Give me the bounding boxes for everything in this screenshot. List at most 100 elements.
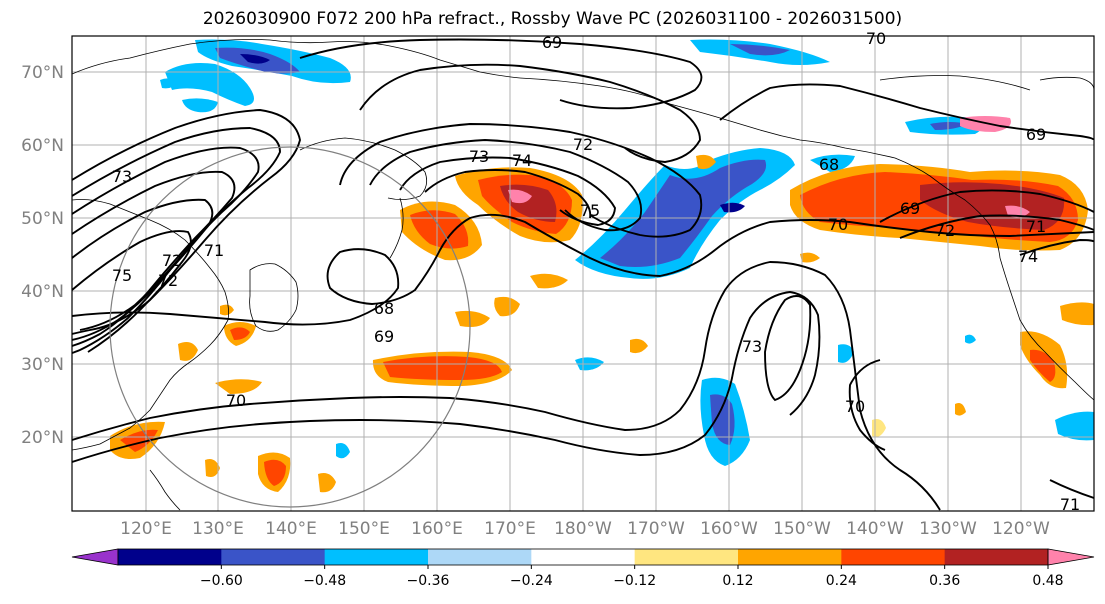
lat-label-60n: 60°N [21,136,64,156]
contour-label: 71 [204,241,224,260]
positive-anomaly-patch [410,210,469,249]
lon-label: 140°W [846,519,904,539]
negative-anomaly-patch [165,63,254,106]
lat-label-50n: 50°N [21,209,64,229]
positive-anomaly-patch [455,310,490,327]
positive-anomaly-patch [1030,349,1056,382]
contour-label: 74 [512,151,532,170]
colorbar-frame [117,548,1049,566]
negative-anomaly-patch [838,344,854,363]
lon-label: 130°W [919,519,977,539]
negative-anomaly-patch [1055,411,1094,441]
lat-label-40n: 40°N [21,282,64,302]
longitude-labels: 120°E 130°E 140°E 150°E 160°E 170°E 180°… [120,519,1050,539]
negative-anomaly-patch [930,122,968,130]
contour-label: 70 [845,397,865,416]
chart-title: 2026030900 F072 200 hPa refract., Rossby… [202,9,903,29]
negative-anomaly-patch [720,202,745,213]
shaded-anomaly-layer [110,39,1094,493]
positive-anomaly-patch [530,273,568,289]
negative-anomaly-patch [336,443,350,459]
contour-label: 72 [573,135,593,154]
colorbar-extend-high [1047,548,1095,566]
colorbar-tick-label: 0.48 [1032,573,1063,589]
positive-anomaly-patch [494,296,520,317]
contour-label: 71 [1060,495,1080,514]
negative-anomaly-patch [730,44,790,56]
contour-label: 74 [1018,247,1038,266]
lon-label: 180°W [554,519,612,539]
colorbar-cell [944,549,1049,565]
contour-label: 70 [828,215,848,234]
negative-anomaly-patch [710,394,735,445]
positive-anomaly-patch [178,342,198,361]
lon-label: 170°E [484,519,536,539]
colorbar-tick-label: −0.60 [200,573,243,589]
lon-label: 140°E [265,519,317,539]
colorbar-cell [221,549,326,565]
negative-anomaly-patch [160,78,178,89]
contour-label: 73 [112,167,132,186]
contour-label: 68 [374,299,394,318]
lon-label: 120°W [992,519,1050,539]
contour-label: 72 [158,271,178,290]
contour-label: 70 [866,29,886,48]
positive-anomaly-patch [264,459,286,486]
contour-label: 75 [580,201,600,220]
positive-anomaly-patch [215,379,262,394]
map-frame [71,35,1095,512]
contour-label: 69 [374,327,394,346]
lon-label: 160°E [411,519,463,539]
positive-anomaly-patch [220,304,234,316]
contour-label: 75 [112,266,132,285]
lon-label: 130°E [192,519,244,539]
positive-anomaly-patch [383,356,502,380]
contour-label: 71 [1026,217,1046,236]
contour-label: 69 [542,33,562,52]
positive-anomaly-patch [230,327,250,340]
contour-label: 68 [819,155,839,174]
positive-anomaly-patch [955,403,966,416]
colorbar: −0.60 −0.48 −0.36 −0.24 −0.12 0.12 0.24 0.36 0.4… [71,548,1095,589]
negative-anomaly-patch [600,159,767,267]
graticule [72,36,1094,511]
positive-anomaly-patch [696,154,716,170]
contour-label: 69 [900,199,920,218]
lon-label: 150°W [773,519,831,539]
colorbar-tick-label: −0.36 [407,573,450,589]
colorbar-cell [738,549,842,565]
contour-label: 69 [1026,125,1046,144]
colorbar-tick-label: 0.12 [722,573,753,589]
positive-anomaly-patch [800,252,820,263]
positive-anomaly-patch [1005,205,1030,218]
coastlines [72,39,1094,511]
colorbar-cell [118,549,222,565]
negative-anomaly-patch [182,98,218,113]
colorbar-cell [841,549,946,565]
lat-label-30n: 30°N [21,355,64,375]
colorbar-tick-label: −0.12 [613,573,656,589]
negative-anomaly-patch [965,334,976,344]
colorbar-cell [428,549,532,565]
colorbar-cell [324,549,429,565]
negative-anomaly-patch [810,154,855,172]
colorbar-tick-label: −0.24 [510,573,553,589]
contour-label: 73 [469,147,489,166]
contour-label: 72 [162,251,182,270]
colorbar-cell [531,549,636,565]
lon-label: 170°W [627,519,685,539]
contour-label: 73 [742,337,762,356]
wave-packet-circle [109,146,471,508]
positive-anomaly-patch [508,189,532,204]
contour-label: 70 [226,391,246,410]
positive-anomaly-patch [1060,302,1094,326]
positive-anomaly-patch [205,459,220,477]
lon-label: 160°W [700,519,758,539]
positive-anomaly-patch [318,473,336,493]
negative-anomaly-patch [240,54,270,64]
colorbar-tick-label: −0.48 [303,573,346,589]
colorbar-extend-low [71,548,119,566]
lon-label: 120°E [120,519,172,539]
colorbar-cell [634,549,739,565]
